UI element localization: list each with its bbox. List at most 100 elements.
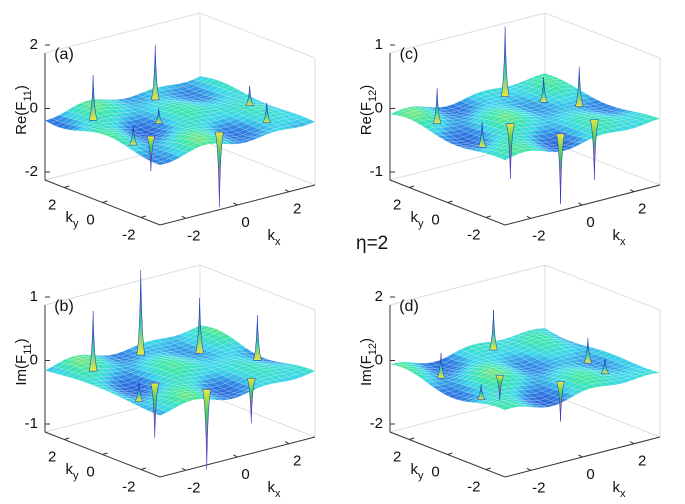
surface-cell [604,110,617,114]
surface-cell [529,403,543,406]
surface-cell [596,363,610,368]
z-axis-label-close: ) [13,85,30,90]
surface-cell [421,367,434,372]
surface-cell [266,128,281,133]
surface-cell [494,352,509,358]
ky-tick-label: -2 [467,478,480,495]
surface-cell [472,346,486,352]
surface-cell [438,106,453,111]
z-axis-label-close: ) [358,338,375,343]
surface-cell [56,363,71,370]
z-tick-label: -1 [370,163,383,180]
z-axis-label-close: ) [358,85,375,90]
surface-cell [228,102,243,107]
kx-tick [181,467,187,471]
surface-cell [584,363,598,367]
surface-cell [97,130,111,135]
surface-cell [165,384,179,389]
surface-cell [144,362,158,368]
surface-cell [474,91,488,97]
surface-cell [70,373,84,380]
surface-cell [389,110,403,116]
kx-tick [578,454,583,458]
surface-cell [141,358,154,362]
surface-cell [531,103,546,109]
surface-cell [611,127,626,132]
surface-cell [639,371,654,376]
surface-cell [529,145,543,150]
surface-cell [509,365,522,369]
z-axis-label-main: Re(F [358,102,375,135]
surface-cell [188,362,202,366]
z-tick-label: 1 [30,288,38,305]
surface-cell [182,120,197,126]
kx-axis-label: kx [268,479,282,500]
surface-cell [494,152,508,159]
surface-cell [482,100,497,106]
surface-cell [138,404,152,410]
surface-cell [266,379,281,384]
surface-cell [219,394,233,399]
surface-cell [489,99,504,104]
surface-cell [610,371,624,375]
surface-cell [576,386,591,392]
surface-cell [536,146,550,151]
ky-tick-label: 2 [48,196,56,213]
surface-cell [609,111,622,115]
surface-cell [497,108,510,111]
eta-label: η=2 [356,233,388,254]
surface-cell [179,342,194,349]
surface-cell [617,116,631,120]
surface-cell [611,379,626,385]
surface-cell [459,97,474,104]
z-axis-label: Re(F11) [13,85,34,135]
z-axis-label-close: ) [13,338,30,343]
ky-tick-label: 2 [48,448,56,465]
surface-cell [496,371,510,376]
surface-cell [518,126,533,132]
panel-label: (a) [54,46,74,63]
surface-cell [443,134,457,140]
surface-cell [500,340,514,345]
surface-cell [91,383,105,388]
surface-cell [130,118,144,125]
ky-axis-label: ky [411,209,425,230]
surface-cell [259,131,274,136]
surface-cell [563,352,577,358]
surface-cell [417,371,431,376]
ky-axis-label: ky [411,461,425,482]
surface-cell [192,93,206,98]
surface-cell [551,99,565,106]
spike [146,135,156,172]
ky-tick-label: 2 [393,196,401,213]
surface-cell [481,104,495,109]
surface-cell [148,356,161,360]
kx-axis-label: kx [613,227,627,248]
surface-cell [156,404,170,411]
surface-cell [213,330,227,337]
surface-cell [170,148,184,156]
surface-cell [82,373,97,379]
surface-cell [534,147,548,152]
surface-cell [545,347,560,354]
surface-cell [517,143,530,146]
surface-cell [441,376,456,381]
surface-cell [114,379,128,385]
surface-cell [515,135,529,139]
surface-cell [400,366,413,370]
ky-tick [64,185,70,188]
surface-cell [576,138,591,144]
kx-axis-label-sub: x [620,488,626,500]
surface-cell [463,147,476,150]
surface-cell [526,140,539,145]
ky-tick-label: 0 [431,211,439,228]
surface-cell [118,116,132,122]
ky-tick [409,437,415,440]
surface-cell [231,127,246,133]
spike [88,311,98,372]
surface-cell [516,80,530,85]
surface-cell [426,381,440,387]
surface-cell [510,399,523,403]
